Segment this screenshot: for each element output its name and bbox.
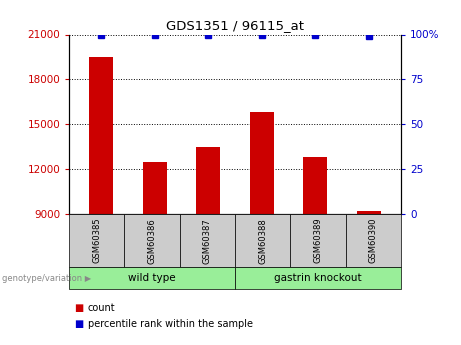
Bar [89,57,113,214]
Text: ■: ■ [74,303,83,313]
Bar [357,211,381,214]
Text: gastrin knockout: gastrin knockout [274,273,362,283]
Text: genotype/variation ▶: genotype/variation ▶ [2,274,92,283]
Text: GSM60386: GSM60386 [148,218,157,264]
Text: GSM60385: GSM60385 [92,218,101,264]
Bar [143,161,167,214]
Title: GDS1351 / 96115_at: GDS1351 / 96115_at [166,19,304,32]
Text: percentile rank within the sample: percentile rank within the sample [88,319,253,329]
Text: ■: ■ [74,319,83,329]
Text: GSM60388: GSM60388 [258,218,267,264]
Text: wild type: wild type [128,273,176,283]
Bar [250,112,274,214]
Bar [303,157,327,214]
Text: GSM60390: GSM60390 [369,218,378,263]
Text: GSM60387: GSM60387 [203,218,212,264]
Text: count: count [88,303,115,313]
Text: GSM60389: GSM60389 [313,218,323,264]
Bar [196,147,220,214]
